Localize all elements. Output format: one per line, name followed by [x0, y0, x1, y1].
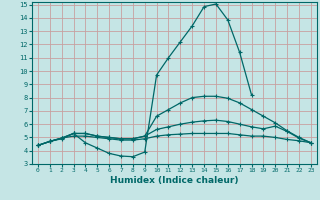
X-axis label: Humidex (Indice chaleur): Humidex (Indice chaleur) [110, 176, 239, 185]
